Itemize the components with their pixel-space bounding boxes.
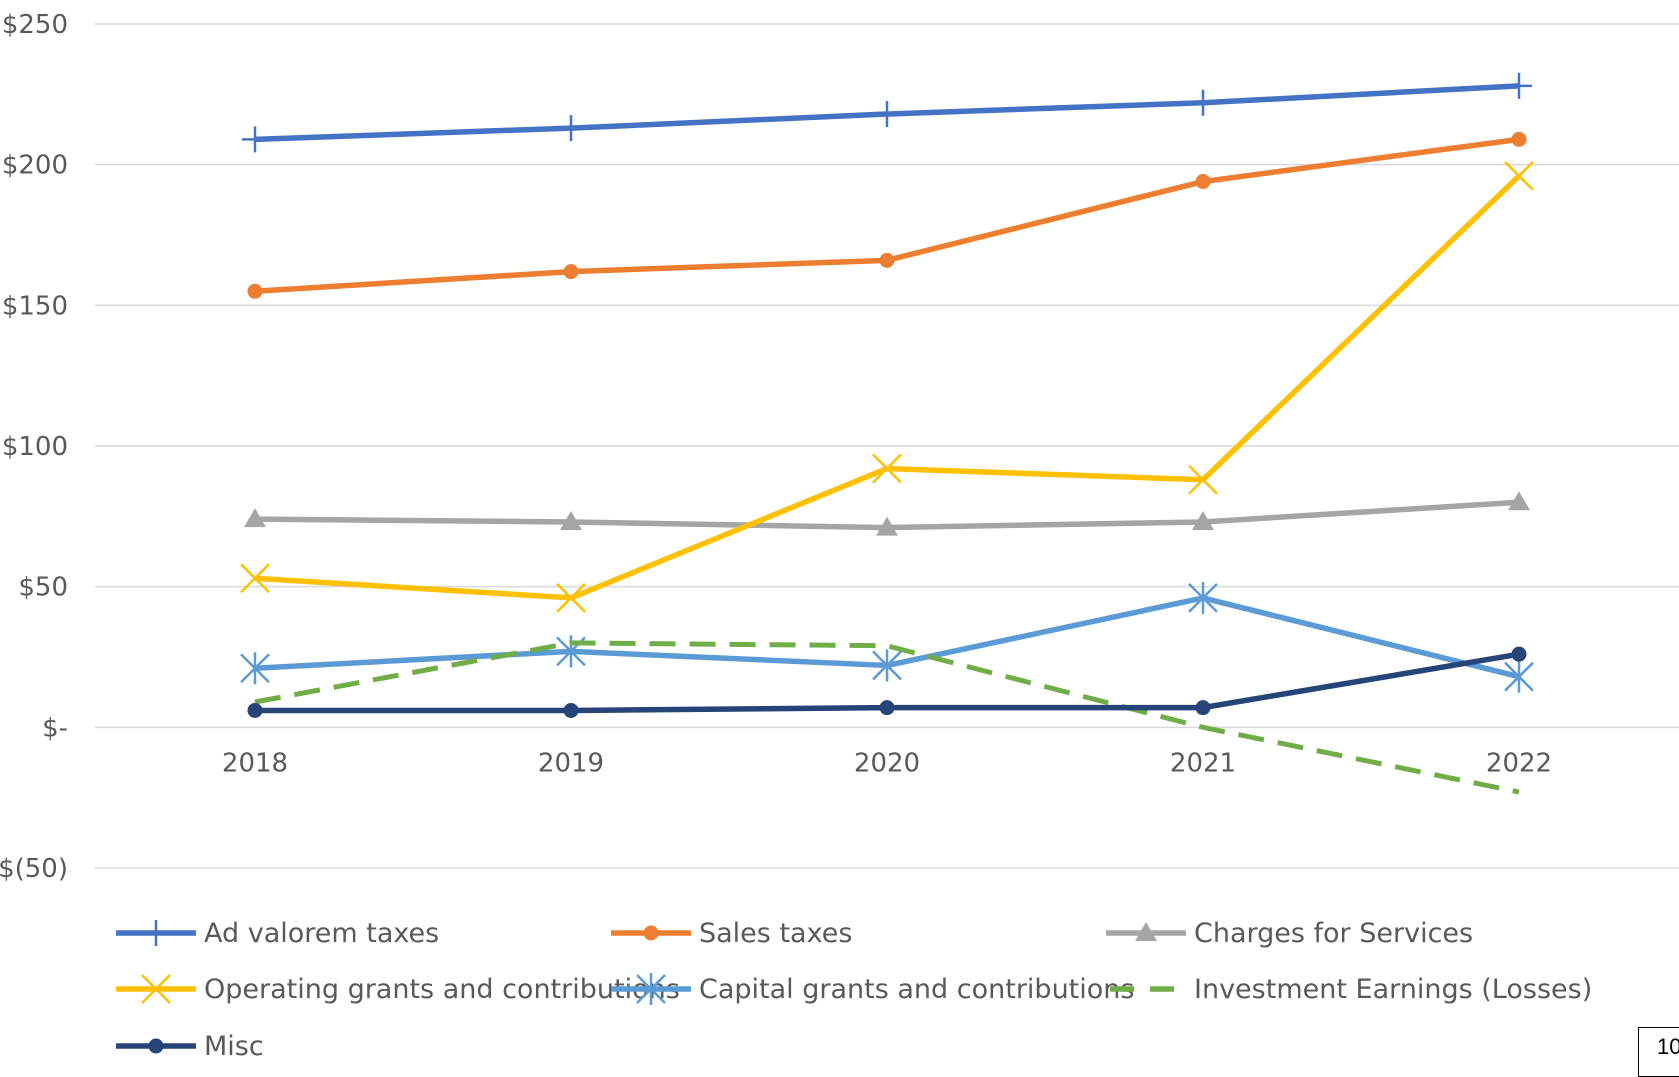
data-point [1195,700,1211,716]
data-point [1192,510,1214,530]
data-point [141,974,171,1004]
page-number-box: 10 [1638,1027,1679,1077]
series-line [254,640,1520,795]
y-tick-label: $250 [2,10,68,40]
legend-label: Misc [204,1031,264,1061]
x-tick-label: 2021 [1170,748,1236,778]
data-point [244,508,266,528]
series-lines [240,72,1534,795]
data-point [558,115,584,142]
legend-item-operating-grants-and-contributions: Operating grants and contributions [116,974,680,1005]
x-tick-label: 2018 [222,748,288,778]
x-tick-label: 2020 [854,748,920,778]
data-point [560,510,582,530]
legend-label: Capital grants and contributions [699,974,1134,1005]
legend-item-charges-for-services: Charges for Services [1106,918,1473,949]
data-point [563,264,579,280]
data-point [643,925,659,941]
data-point [1511,131,1527,147]
x-tick-label: 2022 [1486,748,1552,778]
data-point [1190,89,1216,116]
series-capital-grants-and-contributions [240,581,1534,693]
data-point [148,1038,164,1054]
data-point [879,252,895,268]
data-point [1188,581,1218,614]
series-ad-valorem-taxes [242,72,1532,153]
series-investment-earnings-losses [254,640,1520,795]
data-point [636,973,666,1005]
x-tick-label: 2019 [538,748,604,778]
legend-item-misc: Misc [116,1031,264,1061]
data-point [879,700,895,716]
series-operating-grants-and-contributions [240,161,1534,613]
y-tick-label: $(50) [0,854,68,884]
data-point [874,101,900,128]
legend-item-investment-earnings-losses: Investment Earnings (Losses) [1110,974,1592,1005]
data-point [240,563,270,594]
series-line [254,136,1520,295]
legend-item-sales-taxes: Sales taxes [611,918,852,949]
y-tick-label: $50 [18,573,68,603]
data-point [247,702,263,718]
data-point [240,652,270,685]
data-point [872,649,902,682]
x-axis-tick-labels: 2018 2019 2020 2021 2022 [222,748,1552,778]
series-misc [247,646,1527,718]
legend-item-ad-valorem-taxes: Ad valorem taxes [116,918,439,949]
data-point [1511,646,1527,662]
y-axis-tick-labels: $250 $200 $150 $100 $50 $- $(50) [0,10,68,884]
legend: Ad valorem taxes Sales taxes Charges for S… [116,918,1592,1061]
data-point [242,126,268,153]
data-point [1195,174,1211,190]
data-point [1508,491,1530,511]
page-number: 10 [1657,1034,1679,1059]
data-point [1506,72,1532,99]
data-point [876,516,898,536]
legend-label: Operating grants and contributions [204,974,680,1005]
data-point [872,453,902,484]
legend-label: Ad valorem taxes [204,918,439,949]
y-tick-label: $- [42,713,68,743]
data-point [556,583,586,613]
series-sales-taxes [247,131,1527,299]
data-point [1504,660,1534,693]
data-point [563,702,579,718]
y-tick-label: $200 [2,151,68,181]
legend-label: Sales taxes [699,918,852,949]
legend-label: Charges for Services [1194,918,1473,949]
y-tick-label: $150 [2,291,68,321]
data-point [1504,161,1534,191]
legend-item-capital-grants-and-contributions: Capital grants and contributions [611,973,1134,1005]
data-point [143,920,169,946]
data-point [1188,464,1218,495]
series-charges-for-services [244,491,1530,536]
legend-label: Investment Earnings (Losses) [1194,974,1592,1005]
y-tick-label: $100 [2,432,68,462]
data-point [247,283,263,299]
data-point [1135,922,1157,941]
